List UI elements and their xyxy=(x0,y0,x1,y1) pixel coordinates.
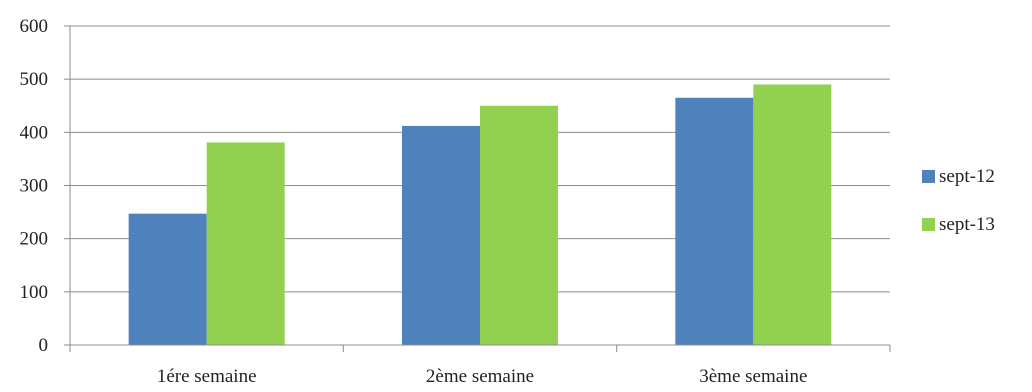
bar-sept-13-1 xyxy=(206,142,285,345)
y-tick-label: 500 xyxy=(20,69,49,90)
y-tick-label: 300 xyxy=(20,176,49,197)
bar-sept-13-2 xyxy=(480,105,558,345)
legend-label-sept-13: sept-13 xyxy=(939,214,995,235)
x-category-label: 1ére semaine xyxy=(157,366,257,387)
x-category-label: 2ème semaine xyxy=(426,366,534,387)
bar-sept-12-1 xyxy=(128,213,207,345)
legend-label-sept-12: sept-12 xyxy=(939,166,995,187)
axis-labels: 0 100 200 300 400 500 600 1ére semaine 2ème sema… xyxy=(20,16,808,387)
legend-swatch-sept-13 xyxy=(922,218,935,231)
bars xyxy=(128,84,832,346)
y-tick-label: 200 xyxy=(20,229,49,250)
bar-sept-12-3 xyxy=(675,97,754,346)
y-tick-label: 600 xyxy=(20,16,49,37)
bar-sept-12-2 xyxy=(402,125,480,345)
axes xyxy=(64,25,891,352)
x-category-label: 3ème semaine xyxy=(699,366,807,387)
legend-swatch-sept-12 xyxy=(922,170,935,183)
y-tick-label: 0 xyxy=(39,335,49,356)
y-tick-label: 400 xyxy=(20,122,49,143)
bar-sept-13-3 xyxy=(753,84,832,345)
legend: sept-12 sept-13 xyxy=(922,166,995,235)
y-tick-label: 100 xyxy=(20,282,49,303)
